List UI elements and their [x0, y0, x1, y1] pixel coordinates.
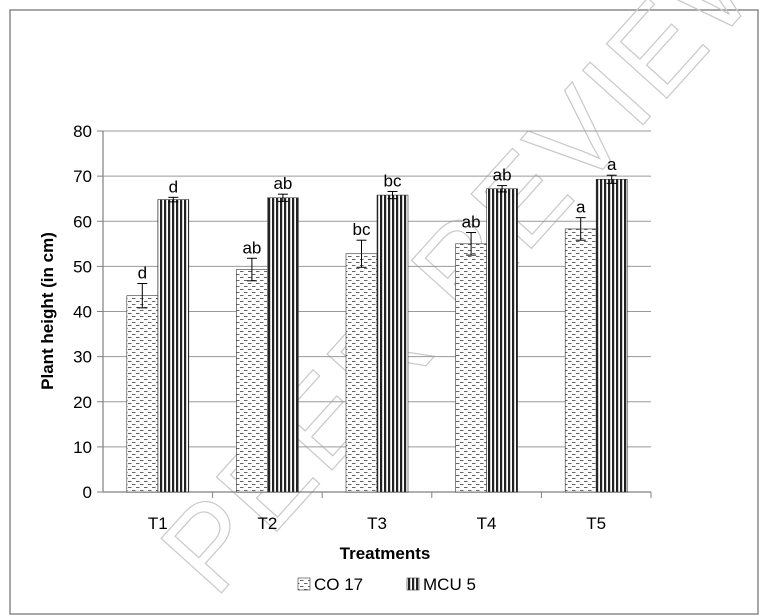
- bar-co-17: [236, 269, 268, 493]
- chart-border: [9, 9, 759, 615]
- data-label: ab: [493, 166, 512, 185]
- data-label: d: [138, 264, 147, 283]
- x-tick-label: T5: [586, 514, 606, 533]
- data-label: ab: [273, 174, 292, 193]
- bar-mcu-5: [595, 178, 628, 493]
- bar-co-17: [455, 243, 487, 493]
- legend-label: CO 17: [314, 575, 363, 594]
- data-label: ab: [462, 213, 481, 232]
- bar-mcu-5: [157, 199, 190, 493]
- y-tick-label: 40: [73, 303, 92, 322]
- x-tick-label: T4: [477, 514, 497, 533]
- watermark: PEER REVIEW: [136, 0, 770, 616]
- bar-co-17: [564, 228, 597, 493]
- y-tick-label: 50: [73, 257, 92, 276]
- bar-mcu-5: [486, 188, 518, 493]
- data-label: bc: [384, 171, 402, 190]
- data-label: bc: [353, 220, 371, 239]
- y-tick-label: 0: [83, 483, 92, 502]
- legend-label: MCU 5: [423, 575, 476, 594]
- significance-labels: d d ab ab bc bc ab ab a a: [138, 155, 617, 282]
- data-label: a: [607, 155, 617, 174]
- bar-co-17: [345, 253, 378, 493]
- gridlines: [103, 130, 651, 448]
- data-label: ab: [242, 238, 261, 257]
- y-tick-label: 70: [73, 167, 92, 186]
- legend-swatch: [297, 577, 311, 591]
- y-tick-label: 20: [73, 393, 92, 412]
- x-tick-label: T2: [257, 514, 277, 533]
- y-axis-title: Plant height (in cm): [38, 232, 57, 390]
- y-tick-label: 60: [73, 212, 92, 231]
- bar-mcu-5: [267, 197, 299, 493]
- bars: [126, 174, 628, 493]
- bar-co-17: [126, 295, 159, 493]
- x-tick-label: T3: [367, 514, 387, 533]
- x-axis-title: Treatments: [340, 544, 431, 563]
- y-tick-label: 10: [73, 438, 92, 457]
- data-label: d: [169, 177, 178, 196]
- legend-swatch: [406, 577, 420, 591]
- y-tick-label: 80: [73, 122, 92, 141]
- data-label: a: [576, 198, 586, 217]
- x-tick-label: T1: [148, 514, 168, 533]
- y-tick-label: 30: [73, 348, 92, 367]
- legend: CO 17 MCU 5: [297, 575, 476, 594]
- bar-mcu-5: [376, 194, 409, 493]
